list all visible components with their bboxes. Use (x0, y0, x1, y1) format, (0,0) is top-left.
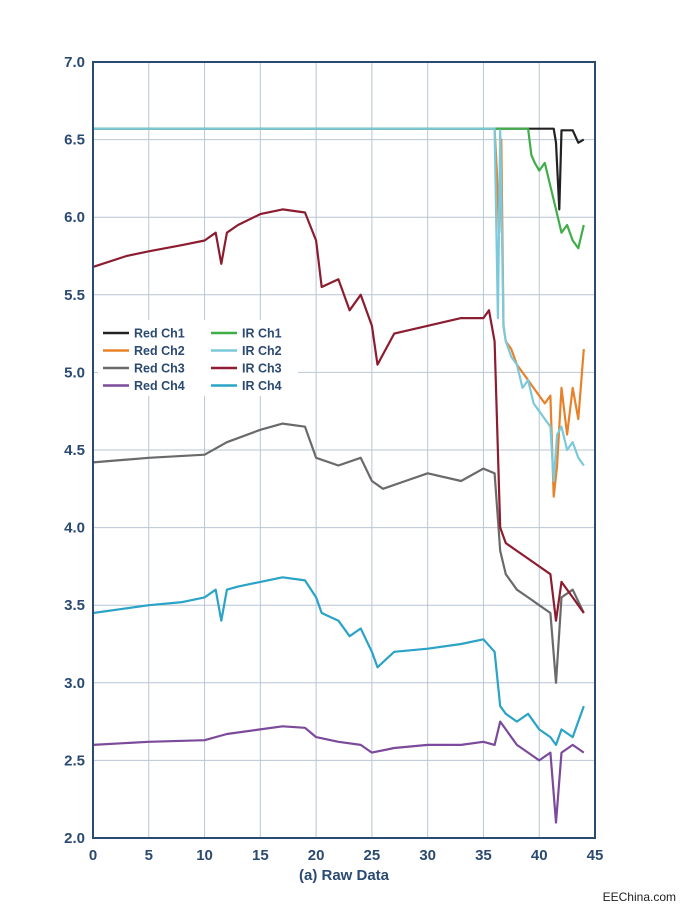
x-tick-label: 45 (587, 847, 604, 864)
y-tick-label: 6.0 (64, 209, 85, 226)
series-line-ir-ch2 (93, 127, 585, 483)
x-tick-label: 30 (419, 847, 436, 864)
y-tick-label: 5.5 (64, 287, 85, 304)
grid-lines (92, 61, 596, 839)
series-line-red-ch4 (92, 720, 585, 824)
x-tick-label: 0 (89, 847, 97, 864)
series-line-red-ch3 (92, 422, 585, 684)
series-line-ir-ch3 (92, 208, 585, 622)
legend-label: Red Ch1 (134, 327, 185, 341)
series-line-ir-ch4 (92, 576, 585, 747)
legend-label: Red Ch2 (134, 344, 185, 358)
y-tick-label: 4.0 (64, 520, 85, 537)
series-line-red-ch2 (93, 127, 585, 498)
x-tick-label: 20 (308, 847, 325, 864)
y-tick-label: 2.5 (64, 752, 85, 769)
series-line-red-ch1 (93, 127, 585, 211)
legend-label: Red Ch3 (134, 362, 185, 376)
legend-background (98, 320, 298, 396)
legend: Red Ch1 Red Ch2 Red Ch3 Red Ch4 IR Ch1 IR Ch2… (98, 320, 298, 396)
x-tick-label: 5 (145, 847, 153, 864)
y-tick-label: 6.5 (64, 132, 85, 149)
x-tick-labels: 0 5 10 15 20 25 30 35 40 45 (89, 847, 604, 864)
y-tick-label: 4.5 (64, 442, 85, 459)
x-tick-label: 15 (252, 847, 269, 864)
x-tick-label: 35 (475, 847, 492, 864)
y-tick-label: 2.0 (64, 830, 85, 847)
y-tick-labels: 2.0 2.5 3.0 3.5 4.0 4.5 5.0 5.5 6.0 6.5 7.0 (64, 54, 85, 847)
y-tick-label: 5.0 (64, 364, 85, 381)
legend-label: IR Ch4 (242, 379, 282, 393)
legend-label: IR Ch2 (242, 344, 282, 358)
y-tick-label: 3.5 (64, 597, 85, 614)
series-line-ir-ch1 (93, 127, 585, 250)
legend-label: IR Ch1 (242, 327, 282, 341)
legend-label: IR Ch3 (242, 362, 282, 376)
x-axis-title: (a) Raw Data (299, 867, 390, 884)
y-tick-label: 7.0 (64, 54, 85, 71)
series-lines (92, 127, 585, 824)
y-tick-label: 3.0 (64, 675, 85, 692)
legend-label: Red Ch4 (134, 379, 185, 393)
x-tick-label: 10 (196, 847, 213, 864)
watermark: EEChina.com (602, 890, 676, 904)
plot-frame (92, 61, 596, 839)
x-tick-label: 40 (531, 847, 548, 864)
x-tick-label: 25 (364, 847, 381, 864)
